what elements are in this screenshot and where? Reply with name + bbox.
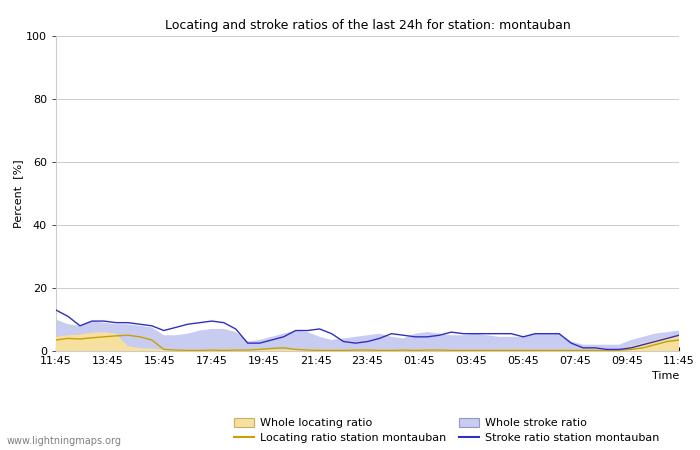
Legend: Whole locating ratio, Locating ratio station montauban, Whole stroke ratio, Stro: Whole locating ratio, Locating ratio sta… bbox=[230, 413, 664, 447]
Text: www.lightningmaps.org: www.lightningmaps.org bbox=[7, 436, 122, 446]
Title: Locating and stroke ratios of the last 24h for station: montauban: Locating and stroke ratios of the last 2… bbox=[164, 19, 570, 32]
Y-axis label: Percent  [%]: Percent [%] bbox=[13, 159, 23, 228]
Text: Time: Time bbox=[652, 371, 679, 381]
